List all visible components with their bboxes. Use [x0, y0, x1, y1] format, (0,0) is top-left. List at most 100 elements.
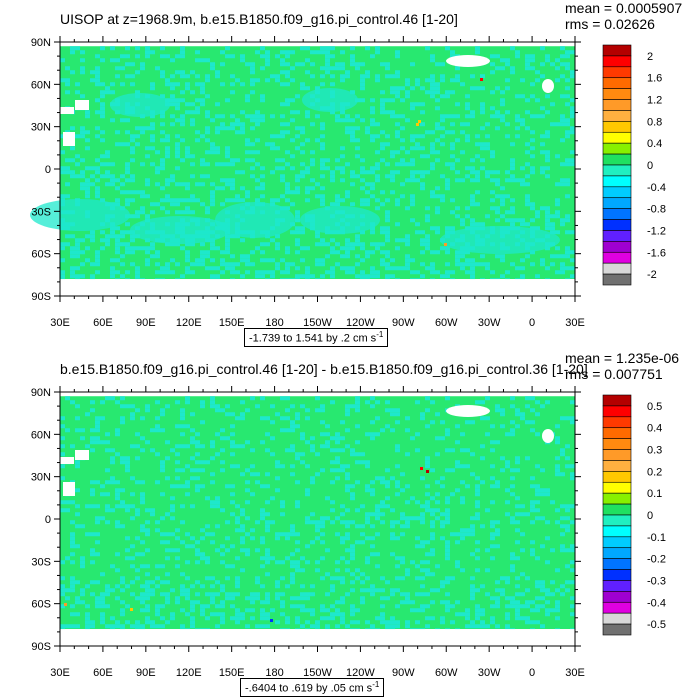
lon-tick-label: 180: [265, 667, 283, 679]
colorbar-swatch: [602, 77, 632, 89]
colorbar-swatch: [602, 219, 632, 231]
colorbar-swatch: [602, 481, 632, 494]
lon-tick-label: 120W: [346, 667, 375, 679]
colorbar-swatch: [602, 612, 632, 625]
lon-tick-label: 150E: [219, 317, 245, 329]
bottom-range-exponent: -1: [372, 680, 380, 689]
lon-tick-label: 30E: [50, 317, 70, 329]
colorbar-swatch: [602, 492, 632, 505]
colorbar-label: -0.4: [647, 597, 666, 609]
colorbar-swatch: [602, 427, 632, 439]
colorbar-swatch: [602, 241, 632, 253]
top-range-label: -1.739 to 1.541 by .2 cm s-1: [244, 328, 389, 347]
colorbar-swatch: [602, 197, 632, 209]
top-mean-text: mean = 0.0005907: [565, 0, 683, 16]
colorbar-swatch: [602, 164, 632, 177]
bottom-rms-text: rms = 0.007751: [565, 366, 663, 382]
colorbar-swatch: [602, 601, 632, 614]
colorbar-label: 0.5: [647, 401, 662, 413]
lon-tick-label: 30W: [478, 667, 501, 679]
bottom-plot-title: b.e15.B1850.f09_g16.pi_control.46 [1-20]…: [60, 361, 588, 377]
colorbar-swatch: [602, 153, 632, 166]
colorbar-swatch: [602, 186, 632, 199]
lon-tick-label: 150E: [219, 667, 245, 679]
lon-tick-label: 150W: [303, 667, 332, 679]
colorbar-swatch: [602, 416, 632, 429]
lat-tick-label: 30N: [31, 122, 51, 134]
field-texture: [30, 46, 575, 283]
bottom-mean-text: mean = 1.235e-06: [565, 350, 680, 366]
lon-tick-label: 150W: [303, 317, 332, 329]
colorbar-label: 1.2: [647, 95, 662, 107]
lat-tick-label: 90N: [31, 37, 51, 49]
colorbar-swatch: [602, 438, 632, 450]
colorbar-swatch: [602, 44, 632, 57]
bottom-range-text: -.6404 to .619 by .05 cm s: [245, 682, 373, 695]
colorbar-swatch: [602, 591, 632, 603]
colorbar-label: -1.6: [647, 247, 666, 259]
colorbar-label: 0.4: [647, 138, 662, 150]
colorbar-swatch: [602, 110, 632, 122]
colorbar-swatch: [602, 449, 632, 461]
lat-tick-label: 90S: [31, 291, 51, 303]
lon-tick-label: 0: [529, 667, 535, 679]
colorbar-label: -0.4: [647, 182, 666, 194]
top-range-text: -1.739 to 1.541 by .2 cm s: [249, 332, 377, 345]
lon-tick-label: 90W: [392, 667, 415, 679]
top-map-plot: 90N 60N 30N 0 30S 60S 90S 30E 60E 90E 120E 150E 180 1…: [30, 36, 666, 329]
land-mask: [60, 55, 575, 296]
colorbar: 2 1.6 1.2 0.8 0.4 0 -0.4 -0.8 -1.2 -1.6 -2: [602, 44, 666, 286]
colorbar-label: -0.1: [647, 532, 666, 544]
colorbar-swatch: [602, 121, 632, 133]
lat-tick-label: 30S: [31, 556, 51, 568]
bottom-range-label: -.6404 to .619 by .05 cm s-1: [240, 678, 385, 697]
lon-tick-label: 30E: [565, 667, 585, 679]
lon-tick-label: 60W: [435, 317, 458, 329]
lon-tick-label: 60E: [93, 667, 113, 679]
lat-tick-label: 60N: [31, 429, 51, 441]
lat-tick-label: 30S: [31, 206, 51, 218]
lon-tick-label: 60E: [93, 317, 113, 329]
lon-tick-label: 90E: [136, 317, 156, 329]
colorbar-label: 0: [647, 160, 653, 172]
lon-tick-label: 120E: [176, 317, 202, 329]
lat-tick-label: 0: [45, 514, 51, 526]
top-map-panel: 90N 60N 30N 0 30S 60S 90S 30E 60E 90E 120E 150E 180 1…: [30, 0, 683, 347]
map-field: [30, 42, 575, 296]
colorbar-swatch: [602, 503, 632, 516]
colorbar-swatch: [602, 88, 632, 100]
colorbar-label: 0: [647, 510, 653, 522]
colorbar-swatch: [602, 405, 632, 418]
colorbar-label: -2: [647, 269, 657, 281]
land-mask: [60, 405, 575, 646]
colorbar-label: 0.3: [647, 445, 662, 457]
colorbar-swatch: [602, 580, 632, 592]
lon-tick-label: 120W: [346, 317, 375, 329]
colorbar-label: 0.4: [647, 423, 662, 435]
colorbar-swatch: [602, 55, 632, 68]
lat-tick-label: 60S: [31, 249, 51, 261]
colorbar-swatch: [602, 262, 632, 275]
colorbar-swatch: [602, 471, 632, 483]
map-field: [60, 392, 575, 646]
lon-tick-label: 180: [265, 317, 283, 329]
lon-tick-label: 30E: [565, 317, 585, 329]
colorbar-label: 1.6: [647, 73, 662, 85]
colorbar-swatch: [602, 99, 632, 111]
lon-tick-label: 60W: [435, 667, 458, 679]
lon-tick-label: 30E: [50, 667, 70, 679]
lat-tick-label: 60N: [31, 79, 51, 91]
top-plot-title: UISOP at z=1968.9m, b.e15.B1850.f09_g16.…: [60, 11, 458, 27]
colorbar-swatch: [602, 623, 632, 636]
bottom-map-panel: 90N 60N 30N 0 30S 60S 90S 30E 60E 90E 120E 150E 180 1…: [0, 350, 700, 700]
colorbar-swatch: [602, 131, 632, 144]
colorbar-swatch: [602, 569, 632, 581]
lat-tick-label: 0: [45, 164, 51, 176]
colorbar: 0.5 0.4 0.3 0.2 0.1 0 -0.1 -0.2 -0.3 -0.4 -0.5: [602, 394, 666, 636]
colorbar-swatch: [602, 558, 632, 570]
colorbar-label: 0.8: [647, 116, 662, 128]
colorbar-swatch: [602, 66, 632, 79]
colorbar-label: -0.3: [647, 575, 666, 587]
lon-tick-label: 30W: [478, 317, 501, 329]
lon-tick-label: 120E: [176, 667, 202, 679]
